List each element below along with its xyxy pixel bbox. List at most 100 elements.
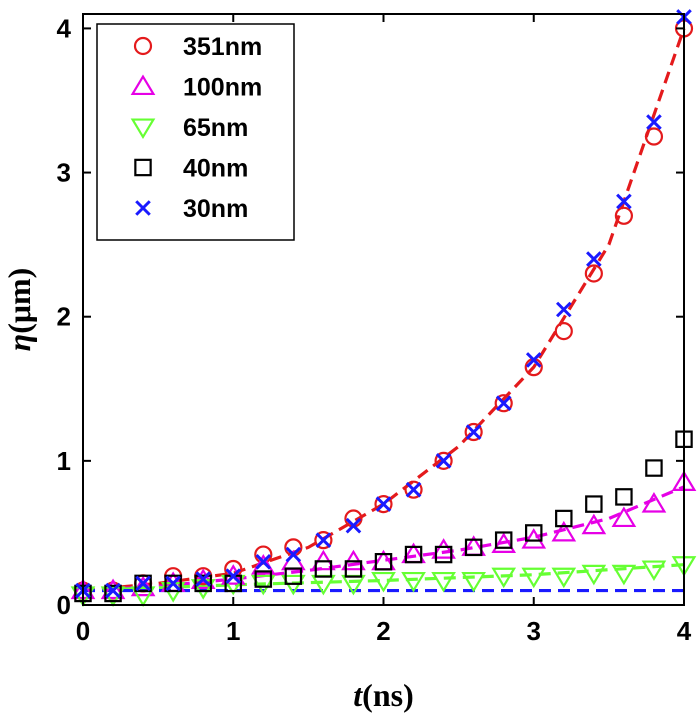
data-point (616, 193, 632, 210)
data-point (646, 114, 662, 130)
y-tick-label: 2 (57, 302, 71, 332)
axis-ticks: 0 1 2 3 4 0 1 2 3 4 (57, 13, 692, 646)
data-point (225, 568, 242, 584)
data-point (195, 571, 212, 587)
fit-line (82, 27, 686, 593)
data-point (344, 560, 363, 578)
data-point (164, 574, 182, 593)
data-point (494, 394, 513, 413)
data-point (585, 495, 603, 513)
legend: 351nm 100nm 65nm 40nm 30nm (96, 23, 295, 241)
fit-line (82, 563, 685, 593)
legend-label: 40nm (183, 155, 248, 183)
data-point (554, 322, 573, 341)
data-point (285, 546, 302, 563)
data-point (284, 567, 303, 585)
x-tick-label: 1 (226, 616, 240, 646)
data-point (401, 571, 426, 593)
data-point (461, 571, 486, 593)
data-point (404, 480, 423, 499)
data-point (641, 560, 667, 582)
data-point (255, 553, 272, 570)
legend-marker (134, 158, 152, 177)
y-axis-variable: η (1, 334, 37, 352)
data-point (431, 571, 456, 593)
data-point (641, 492, 667, 513)
data-point (525, 352, 542, 368)
x-tick-label: 3 (527, 616, 541, 646)
data-point (135, 575, 151, 592)
y-tick-label: 0 (57, 590, 71, 620)
data-point (434, 545, 453, 564)
y-tick-label: 4 (57, 13, 72, 43)
x-tick-label: 4 (677, 616, 692, 646)
data-point (375, 496, 392, 512)
data-point (644, 127, 664, 146)
data-markers (70, 9, 697, 607)
data-point (521, 528, 547, 549)
data-point (645, 459, 663, 477)
x-axis-unit: (ns) (362, 677, 414, 713)
data-point (584, 264, 603, 283)
data-point (165, 575, 181, 592)
legend-marker (130, 118, 156, 140)
x-tick-label: 2 (376, 616, 390, 646)
data-point (371, 571, 396, 593)
data-point (611, 564, 637, 586)
y-axis-unit: (μm) (1, 268, 37, 334)
data-point (555, 301, 572, 318)
legend-label: 351nm (183, 33, 262, 61)
data-point (254, 570, 273, 588)
data-point (464, 538, 483, 557)
data-point (524, 524, 543, 542)
x-axis-variable: t (353, 677, 363, 713)
y-tick-label: 1 (57, 446, 71, 476)
data-point (250, 574, 276, 596)
data-point (521, 567, 547, 589)
data-point (615, 488, 633, 506)
data-point (105, 582, 121, 599)
x-tick-label: 0 (76, 616, 90, 646)
data-point (491, 532, 517, 553)
data-point (495, 395, 512, 412)
y-axis-label: η(μm) (1, 268, 37, 352)
data-point (494, 531, 513, 549)
data-point (404, 545, 423, 564)
legend-label: 100nm (183, 74, 262, 102)
legend-label: 30nm (183, 195, 248, 223)
x-axis-label: t(ns) (353, 677, 413, 713)
data-point (194, 574, 212, 593)
data-point (374, 553, 393, 571)
data-point (100, 578, 126, 600)
data-point (345, 517, 362, 534)
data-point (130, 586, 156, 607)
data-point (374, 494, 393, 514)
legend-marker (133, 36, 153, 56)
legend-box (96, 23, 295, 241)
data-point (614, 206, 634, 225)
legend-marker (135, 200, 151, 216)
data-point (581, 513, 607, 535)
legend-marker (130, 74, 156, 96)
legend-label: 65nm (183, 114, 248, 142)
data-point (464, 422, 483, 442)
data-point (611, 506, 637, 528)
data-point (551, 520, 577, 542)
data-point (465, 424, 482, 440)
data-point (434, 451, 453, 470)
data-point (581, 564, 607, 586)
data-point (491, 567, 517, 589)
data-point (405, 481, 422, 498)
data-point (555, 509, 573, 528)
data-point (134, 574, 152, 593)
data-point (435, 453, 452, 469)
data-point (586, 251, 602, 267)
data-point (551, 567, 577, 589)
data-point (314, 531, 333, 550)
data-point (314, 560, 333, 578)
y-tick-label: 3 (57, 158, 71, 188)
data-point (431, 538, 456, 559)
data-point (104, 584, 122, 603)
data-point (315, 532, 332, 548)
